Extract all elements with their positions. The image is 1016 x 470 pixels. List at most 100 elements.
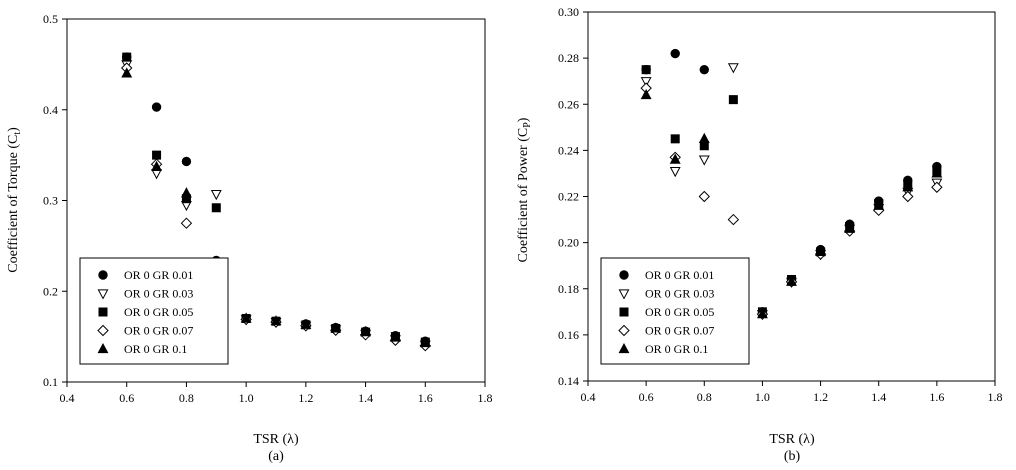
data-point [181,156,192,167]
legend-marker [98,270,108,280]
data-point [419,336,431,348]
legend-items: OR 0 GR 0.01 OR 0 GR 0.03 OR 0 GR 0.05 OR 0… [618,268,714,356]
x-tick-label: 0.6 [119,391,134,405]
data-point [698,190,710,203]
data-point [121,67,133,78]
data-point [669,153,681,164]
legend-marker [619,270,629,280]
panel-b-power-chart: 0.4 0.6 0.8 1.0 1.2 1.4 1.6 1.8 0.14 0.16 0.18 0.20… [516,5,1003,464]
data-point [641,65,651,75]
y-tick-label: 0.5 [43,12,58,26]
x-tick-label: 1.8 [988,390,1003,404]
panel-label: (b) [784,449,801,464]
data-point [211,203,221,213]
data-point [389,331,401,342]
axis-ticks: 0.4 0.6 0.8 1.0 1.2 1.4 1.6 1.8 0.1 0.2 0.3 0.4 0.5 [43,12,493,405]
y-tick-label: 0.4 [43,103,58,117]
legend-label: OR 0 GR 0.03 [124,287,193,301]
legend: OR 0 GR 0.01 OR 0 GR 0.03 OR 0 GR 0.05 OR 0… [79,257,229,365]
data-point [786,275,797,286]
y-axis-title-close: ) [6,127,21,132]
y-tick-label: 0.22 [558,190,579,204]
x-axis-title: TSR (λ) [769,432,815,447]
legend-label: OR 0 GR 0.05 [645,305,714,319]
legend-label: OR 0 GR 0.03 [645,287,714,301]
data-point [698,155,710,166]
data-point [844,222,856,233]
x-tick-label: 1.6 [929,390,944,404]
x-tick-label: 1.4 [871,390,886,404]
y-axis-title-subscript: P [522,122,533,128]
legend-marker [618,324,630,337]
y-axis-title-main: Coefficient of Torque (C [6,135,21,273]
data-point [670,48,680,59]
y-axis-title-main: Coefficient of Power (C [516,128,531,263]
data-point [152,150,162,160]
legend-marker [98,307,108,317]
x-tick-label: 0.8 [697,390,712,404]
y-tick-label: 0.20 [558,236,579,250]
data-point [699,141,709,151]
data-point [670,134,680,144]
data-point [931,181,943,193]
data-point [122,52,132,62]
data-point [330,322,342,333]
data-point [727,63,739,74]
y-axis-title-close: ) [516,117,531,122]
legend-marker [97,342,109,354]
x-tick-label: 1.2 [813,390,828,404]
panel-a-torque-chart: 0.4 0.6 0.8 1.0 1.2 1.4 1.6 1.80.10.20.30.40.5 … [6,12,493,464]
data-point [151,102,162,112]
legend-label: OR 0 GR 0.05 [124,305,193,319]
legend-items: OR 0 GR 0.01 OR 0 GR 0.03 OR 0 GR 0.05 OR 0… [97,268,193,356]
y-tick-label: 0.28 [558,51,579,65]
data-point [210,190,222,201]
data-point [728,95,738,105]
legend-marker [97,289,109,300]
x-tick-label: 0.4 [60,391,75,405]
legend-label: OR 0 GR 0.07 [645,324,714,338]
legend-marker [618,289,630,300]
legend-label: OR 0 GR 0.07 [124,324,193,338]
data-point [902,181,914,192]
x-tick-label: 1.8 [478,391,493,405]
y-axis-title-subscript: t [12,132,23,135]
panel-label: (a) [268,449,284,464]
data-point [727,213,740,226]
y-tick-label: 0.2 [43,284,58,298]
data-point [270,315,282,326]
y-axis-title: Coefficient of Torque (Ct) [6,127,23,273]
data-markers [640,48,943,321]
legend-label: OR 0 GR 0.1 [645,342,708,356]
x-tick-label: 1.6 [418,391,433,405]
x-tick-label: 0.6 [639,390,654,404]
x-tick-label: 1.2 [298,391,313,405]
y-tick-label: 0.3 [43,194,58,208]
data-point [180,217,193,229]
data-point [669,167,681,178]
x-tick-label: 0.8 [179,391,194,405]
data-point [300,318,312,329]
x-tick-label: 0.4 [581,390,596,404]
y-tick-label: 0.18 [558,282,579,296]
y-tick-label: 0.24 [558,143,579,157]
legend-marker [618,342,630,354]
data-point [873,199,885,210]
legend-label: OR 0 GR 0.01 [645,268,714,282]
legend: OR 0 GR 0.01 OR 0 GR 0.03 OR 0 GR 0.05 OR 0… [600,257,750,365]
y-tick-label: 0.16 [558,328,579,342]
data-point [756,308,768,319]
y-axis-title: Coefficient of Power (CP) [516,117,533,262]
x-tick-label: 1.0 [755,390,770,404]
legend-marker [619,307,629,317]
data-point [698,132,710,143]
data-point [902,190,914,203]
data-point [699,64,709,75]
data-point [815,245,827,256]
data-point [640,88,652,100]
y-tick-label: 0.26 [558,97,579,111]
legend-label: OR 0 GR 0.01 [124,268,193,282]
legend-label: OR 0 GR 0.1 [124,342,187,356]
data-point [640,77,652,88]
